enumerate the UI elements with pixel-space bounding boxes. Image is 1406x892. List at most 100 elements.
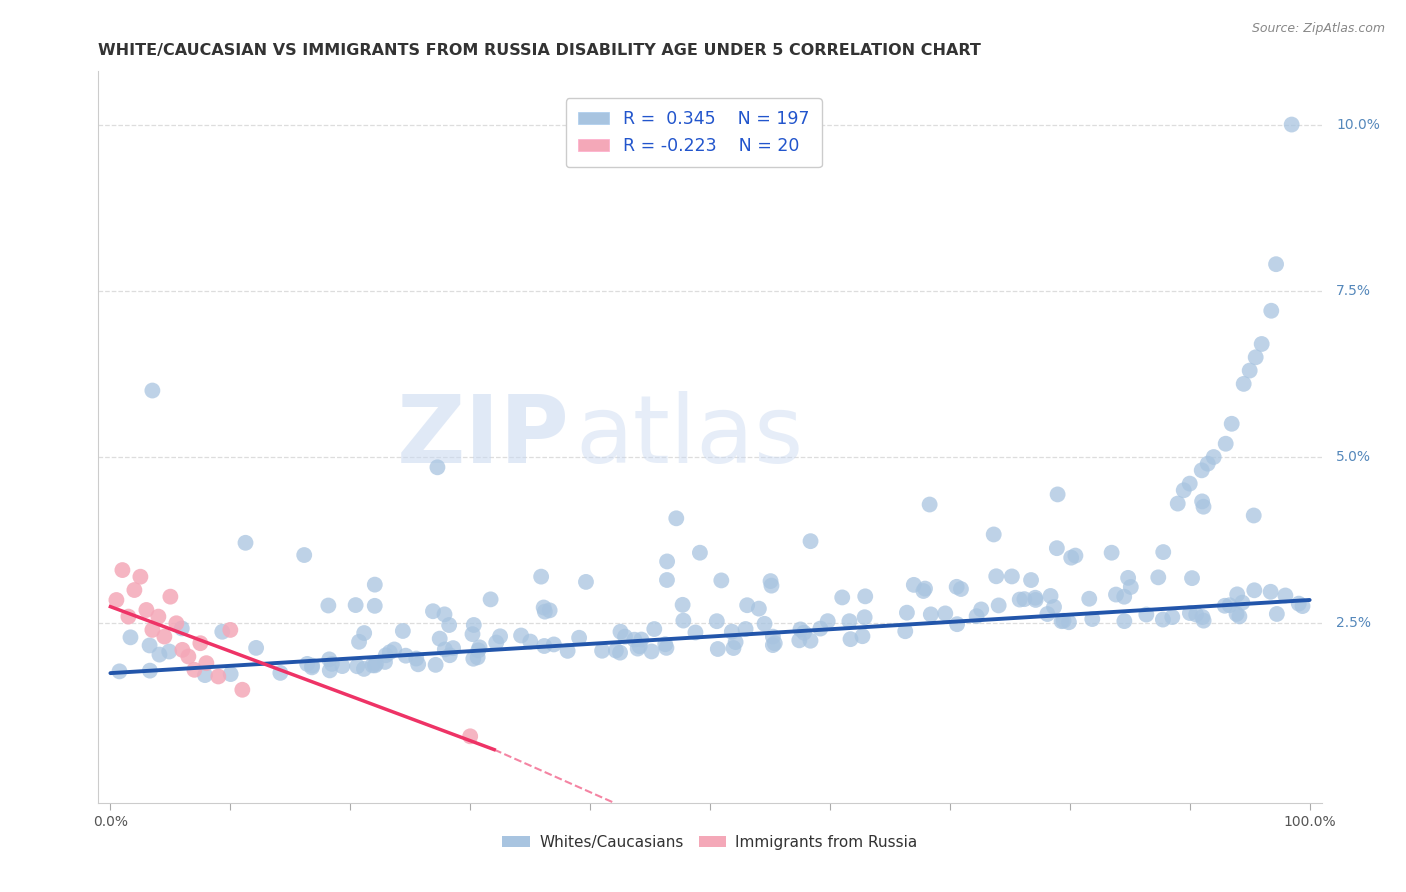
Point [710, 574, 733, 588]
Point [1227, 609, 1250, 624]
Point [543, 637, 565, 651]
Point [793, 625, 815, 640]
Point [1025, 593, 1047, 607]
Point [346, 659, 368, 673]
Point [609, 646, 631, 660]
Point [108, 665, 131, 679]
Point [575, 574, 598, 589]
Point [426, 460, 449, 475]
Point [734, 622, 756, 636]
Point [378, 645, 401, 659]
Point [441, 641, 464, 656]
Point [479, 592, 502, 607]
Point [124, 582, 146, 597]
Point [425, 657, 447, 672]
Point [1191, 463, 1213, 477]
Point [945, 580, 967, 594]
Point [207, 669, 229, 683]
Point [405, 651, 427, 665]
Point [761, 579, 783, 593]
Point [1178, 606, 1201, 620]
Point [1050, 614, 1073, 628]
Point [330, 659, 353, 673]
Point [344, 598, 367, 612]
Point [831, 591, 853, 605]
Point [654, 637, 676, 651]
Point [689, 546, 711, 560]
Point [1215, 436, 1237, 450]
Point [914, 582, 936, 596]
Point [318, 652, 340, 666]
Point [986, 569, 1008, 583]
Point [1014, 592, 1036, 607]
Point [1225, 607, 1247, 621]
Point [1178, 476, 1201, 491]
Point [406, 657, 429, 672]
Point [1116, 571, 1139, 585]
Point [630, 632, 652, 647]
Point [685, 625, 707, 640]
Point [120, 630, 142, 644]
Point [1152, 613, 1174, 627]
Point [183, 663, 205, 677]
Point [519, 634, 541, 648]
Point [374, 655, 396, 669]
Point [533, 639, 555, 653]
Point [1288, 597, 1310, 611]
Point [433, 642, 456, 657]
Point [461, 627, 484, 641]
Text: 10.0%: 10.0% [1336, 118, 1381, 131]
Point [762, 638, 785, 652]
Point [568, 631, 591, 645]
Point [1181, 571, 1204, 585]
Point [172, 643, 194, 657]
Point [211, 624, 233, 639]
Point [1001, 569, 1024, 583]
Point [153, 630, 176, 644]
Point [297, 657, 319, 671]
Point [1173, 483, 1195, 498]
Point [165, 616, 187, 631]
Point [609, 624, 631, 639]
Point [1078, 591, 1101, 606]
Point [1192, 500, 1215, 514]
Point [605, 643, 627, 657]
Point [707, 642, 730, 657]
Point [301, 658, 323, 673]
Point [896, 606, 918, 620]
Point [485, 635, 508, 649]
Point [1114, 590, 1136, 604]
Point [1243, 583, 1265, 598]
Point [1081, 612, 1104, 626]
Point [141, 623, 163, 637]
Legend: Whites/Caucasians, Immigrants from Russia: Whites/Caucasians, Immigrants from Russi… [495, 827, 925, 857]
Point [1260, 584, 1282, 599]
Point [1152, 545, 1174, 559]
Point [188, 636, 211, 650]
Point [177, 649, 200, 664]
Point [655, 573, 678, 587]
Point [627, 641, 650, 656]
Point [912, 584, 935, 599]
Point [949, 582, 972, 596]
Point [918, 498, 941, 512]
Point [723, 640, 745, 655]
Point [1197, 457, 1219, 471]
Point [1036, 607, 1059, 621]
Point [347, 634, 370, 648]
Point [946, 617, 969, 632]
Point [1250, 337, 1272, 351]
Point [735, 598, 758, 612]
Point [903, 578, 925, 592]
Point [808, 622, 831, 636]
Point [395, 648, 418, 663]
Point [439, 648, 461, 663]
Point [655, 640, 678, 655]
Point [364, 599, 387, 613]
Text: Source: ZipAtlas.com: Source: ZipAtlas.com [1251, 22, 1385, 36]
Point [1191, 610, 1213, 624]
Point [353, 662, 375, 676]
Point [1185, 607, 1208, 622]
Point [623, 632, 645, 647]
Point [1161, 610, 1184, 624]
